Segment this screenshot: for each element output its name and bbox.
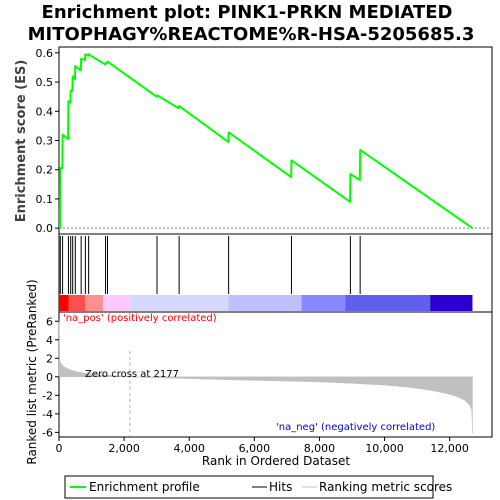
x-tick-label-6: 12,000 [430, 442, 469, 455]
es-tick-label-3: 0.3 [36, 135, 54, 148]
metric-tick-label-0: 6 [46, 315, 53, 328]
axis-layer: 0 2,000 4,000 6,000 8,000 10,000 12,000 0.0 0.1 0… [36, 47, 469, 455]
es-tick-label-4: 0.4 [36, 105, 54, 118]
enrichment-profile-line [58, 53, 474, 230]
metric-tick-label-1: 4 [46, 334, 53, 347]
legend-label-hits: Hits [269, 480, 292, 494]
legend-box [64, 475, 434, 499]
color-band-segment-2 [85, 295, 103, 311]
metric-layer [58, 321, 473, 436]
zero-cross-label: Zero cross at 2177 [85, 369, 179, 380]
legend-label-metric: Ranking metric scores [319, 480, 452, 494]
x-tick-label-1: 2,000 [108, 442, 140, 455]
color-band-layer [59, 295, 473, 311]
hits-layer [59, 236, 361, 294]
x-tick-label-5: 10,000 [365, 442, 404, 455]
es-panel [58, 46, 493, 235]
color-band-segment-8 [430, 295, 473, 311]
color-band-segment-3 [102, 295, 130, 311]
es-tick-label-1: 0.1 [36, 193, 54, 206]
chart-title-line1: Enrichment plot: PINK1-PRKN MEDIATED [42, 2, 453, 23]
es-tick-label-5: 0.5 [36, 76, 54, 89]
color-band-segment-0 [59, 295, 69, 311]
neg-annotation: 'na_neg' (negatively correlated) [276, 422, 435, 433]
color-band-segment-5 [228, 295, 302, 311]
metric-tick-label-4: -2 [42, 389, 53, 402]
es-tick-label-6: 0.6 [36, 47, 54, 60]
es-layer [58, 53, 492, 230]
metric-panel [58, 311, 493, 438]
es-tick-label-2: 0.2 [36, 164, 54, 177]
x-tick-label-2: 4,000 [173, 442, 205, 455]
es-axis-label: Enrichment score (ES) [14, 60, 29, 223]
chart-title-line2: MITOPHAGY%REACTOME%R-HSA-5205685.3 [28, 24, 475, 45]
metric-axis-label: Ranked list metric (PreRanked) [25, 279, 39, 464]
color-band-segment-6 [301, 295, 346, 311]
es-tick-label-0: 0.0 [36, 222, 54, 235]
x-tick-label-0: 0 [56, 442, 63, 455]
color-band-segment-7 [345, 295, 431, 311]
x-axis-label: Rank in Ordered Dataset [202, 454, 350, 468]
x-tick-label-3: 6,000 [239, 442, 271, 455]
pos-annotation: 'na_pos' (positively correlated) [63, 313, 217, 324]
x-tick-label-4: 8,000 [304, 442, 336, 455]
legend-label-profile: Enrichment profile [89, 480, 200, 494]
ranking-metric-area [58, 321, 473, 434]
color-band-segment-1 [68, 295, 86, 311]
color-band-segment-4 [129, 295, 229, 311]
metric-tick-label-3: 0 [46, 371, 53, 384]
metric-tick-label-6: -6 [42, 426, 53, 439]
metric-tick-label-5: -4 [42, 408, 53, 421]
metric-tick-label-2: 2 [46, 352, 53, 365]
